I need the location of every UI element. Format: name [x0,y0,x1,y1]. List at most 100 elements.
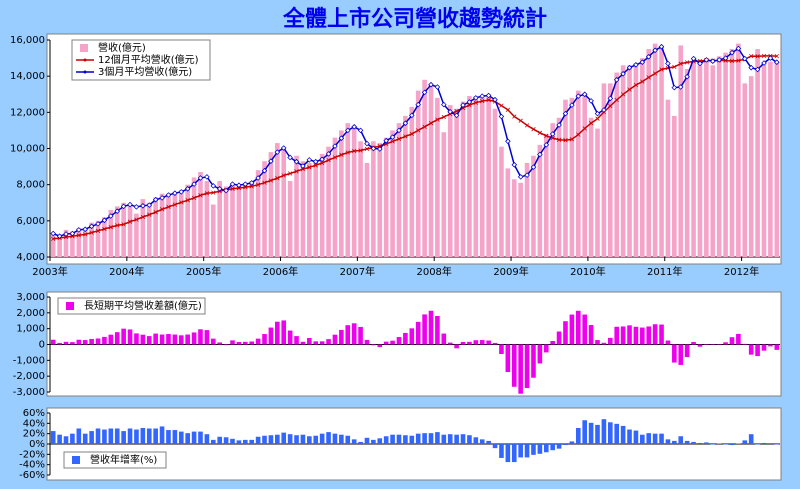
bar [403,332,408,345]
bar [665,99,671,257]
bar [473,340,479,345]
bar [307,436,312,444]
bar [249,341,255,345]
bar [748,434,754,444]
bar [672,115,677,257]
bar [665,340,671,345]
bar [210,204,216,257]
bar [127,329,133,345]
bar [121,202,126,257]
x-tick-label: 2010年 [570,265,605,278]
bar [454,344,459,349]
bar [518,344,523,394]
bar [313,435,319,444]
bar [383,137,389,257]
bar [531,444,536,455]
bar [236,184,242,257]
bar [640,327,645,345]
bar [550,123,555,257]
bar [543,344,549,353]
bar [633,430,639,444]
bar [742,83,748,258]
bar [178,335,184,345]
bar [588,422,594,444]
bar [307,162,312,257]
bar [659,324,664,345]
x-tick-label: 2009年 [493,265,528,278]
bar [140,334,146,345]
bar [435,316,440,345]
bar [114,428,120,444]
bar [409,328,415,345]
bar [255,338,261,345]
bar [467,435,472,444]
bar [748,344,754,355]
bar [339,329,344,345]
bar [153,428,158,444]
bar [454,434,459,444]
bar [774,61,780,258]
bar [121,328,126,345]
legend-swatch [72,456,80,464]
bar [50,339,56,345]
bar [287,181,293,257]
bar [377,143,383,257]
y-tick-label: 12,000 [10,107,45,118]
bar [332,433,338,444]
bar [415,90,421,257]
bar [102,336,107,345]
bar [383,341,389,345]
bar [89,338,94,345]
bar [396,434,402,444]
x-tick-label: 2008年 [416,265,451,278]
bar [723,444,728,445]
bar [608,422,613,444]
y-tick-label: 14,000 [10,71,45,82]
bar [697,442,703,444]
bar [672,344,677,363]
bar [531,155,536,257]
bar [460,434,466,444]
bar [198,172,203,257]
bar [447,105,453,257]
bar [761,442,767,444]
bar [185,184,190,257]
bar [153,333,158,345]
bar [486,94,491,257]
bar [159,193,165,257]
bar [371,141,376,257]
bar [537,344,543,364]
bar [608,83,613,258]
bar [82,340,88,345]
bar [697,59,703,258]
legend-label: 12個月平均營收(億元) [98,53,199,66]
bar [556,444,562,449]
bar [505,344,511,373]
bar [377,344,383,348]
bar [351,439,357,444]
bar [422,314,427,345]
bar [704,442,709,444]
bar [262,334,267,345]
bar [441,333,447,345]
bar [460,101,466,257]
bar [768,61,773,258]
bar [755,444,760,445]
x-tick-label: 2007年 [340,265,375,278]
bar [230,438,235,444]
bar [102,217,107,257]
bar [114,332,120,345]
bar [300,341,306,345]
bar [467,341,472,345]
bar [198,431,203,444]
bar [351,126,357,257]
bar [70,433,75,444]
bar [652,324,658,345]
bar [428,433,434,444]
bar [262,161,267,257]
bar [627,325,632,345]
bar [159,334,165,345]
bar [204,434,210,444]
